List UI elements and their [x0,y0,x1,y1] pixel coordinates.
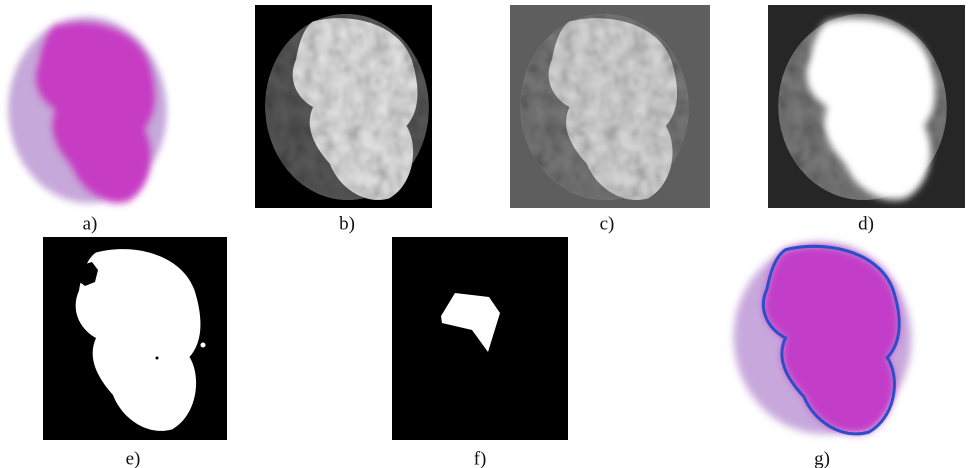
panel-g: g) [713,221,931,468]
panel-e: e) [43,237,227,468]
panel-label: c) [600,213,615,234]
panel-a: a) [0,0,185,234]
panel-c: c) [501,0,710,234]
figure: a) b) c) d) e) [0,0,969,468]
panel-label: a) [83,213,98,234]
panel-f: f) [392,237,568,468]
panel-d: d) [759,0,966,234]
panel-label: b) [339,213,355,234]
panel-label: e) [126,448,141,468]
panel-label: f) [474,448,487,468]
panel-label: d) [858,213,874,234]
panel-b: b) [247,0,448,234]
panel-label: g) [814,448,830,468]
